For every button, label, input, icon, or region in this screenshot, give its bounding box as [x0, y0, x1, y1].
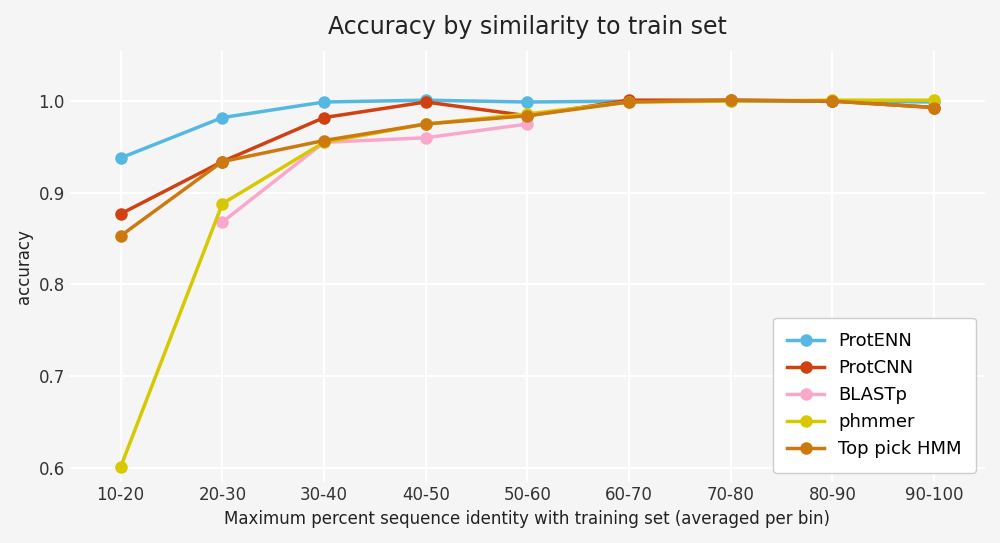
- Top pick HMM: [928, 104, 940, 111]
- ProtCNN: [115, 211, 127, 217]
- Line: Top pick HMM: Top pick HMM: [114, 94, 940, 242]
- ProtENN: [115, 155, 127, 161]
- Line: ProtENN: ProtENN: [114, 94, 940, 164]
- BLASTp: [521, 121, 533, 127]
- ProtENN: [826, 98, 838, 104]
- ProtENN: [623, 98, 635, 104]
- Y-axis label: accuracy: accuracy: [15, 229, 33, 304]
- phmmer: [216, 200, 228, 207]
- phmmer: [928, 97, 940, 103]
- BLASTp: [216, 219, 228, 225]
- phmmer: [521, 111, 533, 117]
- Line: BLASTp: BLASTp: [216, 118, 534, 229]
- phmmer: [318, 139, 330, 146]
- ProtCNN: [725, 97, 737, 103]
- ProtCNN: [521, 112, 533, 119]
- ProtENN: [725, 98, 737, 104]
- ProtCNN: [928, 104, 940, 111]
- ProtENN: [216, 115, 228, 121]
- Top pick HMM: [115, 232, 127, 239]
- ProtCNN: [318, 115, 330, 121]
- Line: phmmer: phmmer: [114, 94, 940, 473]
- ProtCNN: [216, 159, 228, 165]
- ProtCNN: [420, 99, 432, 105]
- Top pick HMM: [420, 121, 432, 127]
- phmmer: [420, 121, 432, 127]
- Top pick HMM: [826, 98, 838, 104]
- phmmer: [115, 464, 127, 470]
- ProtENN: [928, 99, 940, 105]
- Legend: ProtENN, ProtCNN, BLASTp, phmmer, Top pick HMM: ProtENN, ProtCNN, BLASTp, phmmer, Top pi…: [773, 318, 976, 472]
- ProtENN: [420, 97, 432, 103]
- Top pick HMM: [623, 99, 635, 105]
- Line: ProtCNN: ProtCNN: [114, 94, 940, 220]
- BLASTp: [318, 139, 330, 146]
- Title: Accuracy by similarity to train set: Accuracy by similarity to train set: [328, 15, 727, 39]
- phmmer: [826, 97, 838, 103]
- phmmer: [725, 98, 737, 104]
- Top pick HMM: [216, 159, 228, 165]
- BLASTp: [420, 135, 432, 141]
- ProtENN: [521, 99, 533, 105]
- ProtCNN: [826, 98, 838, 104]
- ProtCNN: [623, 97, 635, 103]
- X-axis label: Maximum percent sequence identity with training set (averaged per bin): Maximum percent sequence identity with t…: [224, 510, 830, 528]
- ProtENN: [318, 99, 330, 105]
- Top pick HMM: [725, 97, 737, 103]
- Top pick HMM: [521, 112, 533, 119]
- Top pick HMM: [318, 137, 330, 144]
- phmmer: [623, 99, 635, 105]
